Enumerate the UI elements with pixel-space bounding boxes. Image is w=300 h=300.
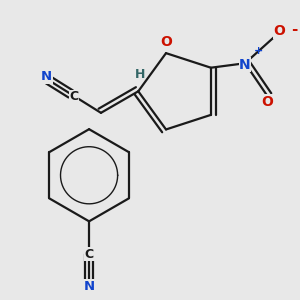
Text: C: C — [70, 90, 79, 104]
Text: C: C — [85, 248, 94, 260]
Text: O: O — [160, 35, 172, 49]
Text: N: N — [41, 70, 52, 83]
Text: H: H — [135, 68, 145, 82]
Text: O: O — [261, 95, 273, 109]
Text: +: + — [254, 46, 263, 56]
Text: N: N — [83, 280, 94, 292]
Text: O: O — [273, 24, 285, 38]
Text: -: - — [291, 22, 297, 38]
Text: N: N — [239, 58, 251, 72]
